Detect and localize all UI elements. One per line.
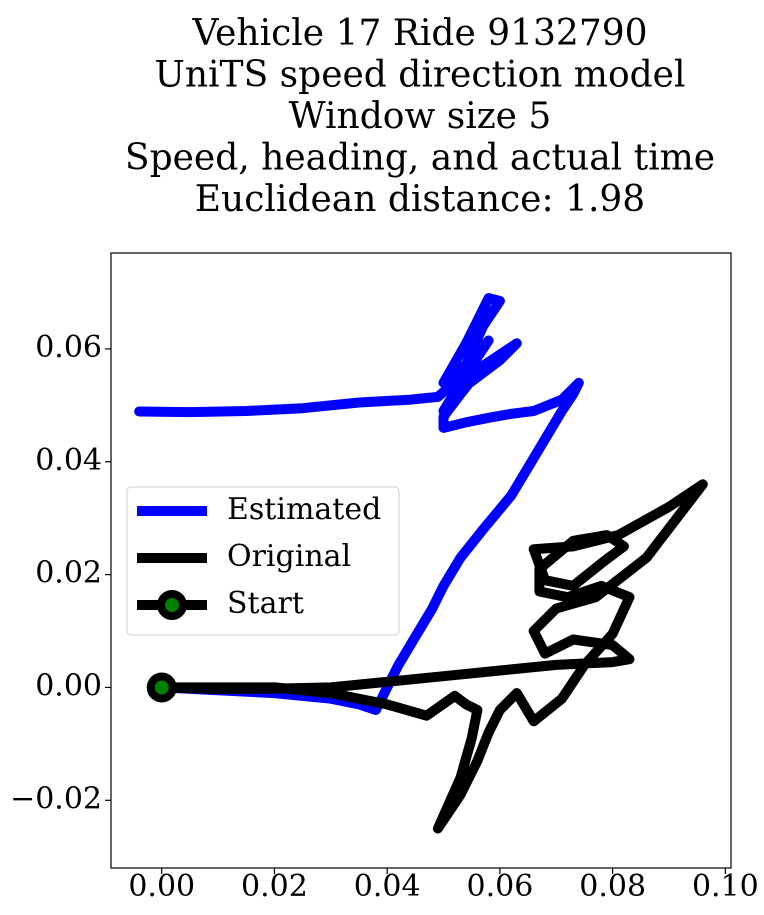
x-tick-label-4: 0.08 xyxy=(579,869,646,904)
legend-label-start: Start xyxy=(227,586,304,621)
title-line-4: Euclidean distance: 1.98 xyxy=(195,179,645,220)
y-tick-label-3: 0.04 xyxy=(35,443,102,478)
legend-label-original: Original xyxy=(227,539,351,574)
legend: Estimated Original Start xyxy=(126,486,400,636)
x-tick-label-5: 0.10 xyxy=(692,869,759,904)
y-tick-label-1: 0.00 xyxy=(35,668,102,703)
plot-lines xyxy=(134,293,708,834)
series-line-estimated xyxy=(134,293,584,715)
series-line-original xyxy=(156,479,708,834)
title-line-1: UniTS speed direction model xyxy=(155,55,686,96)
x-tick-label-1: 0.02 xyxy=(241,869,308,904)
y-tick-label-2: 0.02 xyxy=(35,556,102,591)
plot-area xyxy=(134,293,708,834)
x-tick-label-2: 0.04 xyxy=(354,869,421,904)
legend-box xyxy=(126,486,400,636)
axes: 0.00 0.02 0.04 0.06 0.08 0.10 −0.02 0.00 0.02 0.0… xyxy=(10,252,759,904)
y-tick-label-0: −0.02 xyxy=(10,781,102,816)
title-line-3: Speed, heading, and actual time xyxy=(125,138,715,179)
legend-marker-start xyxy=(157,590,187,620)
y-tick-label-4: 0.06 xyxy=(35,330,102,365)
axes-frame xyxy=(110,252,732,869)
legend-label-estimated: Estimated xyxy=(227,492,381,527)
title-line-0: Vehicle 17 Ride 9132790 xyxy=(191,13,647,54)
start-marker xyxy=(146,672,177,703)
title-line-2: Window size 5 xyxy=(289,96,552,137)
x-tick-label-3: 0.06 xyxy=(467,869,534,904)
x-tick-label-0: 0.00 xyxy=(128,869,195,904)
